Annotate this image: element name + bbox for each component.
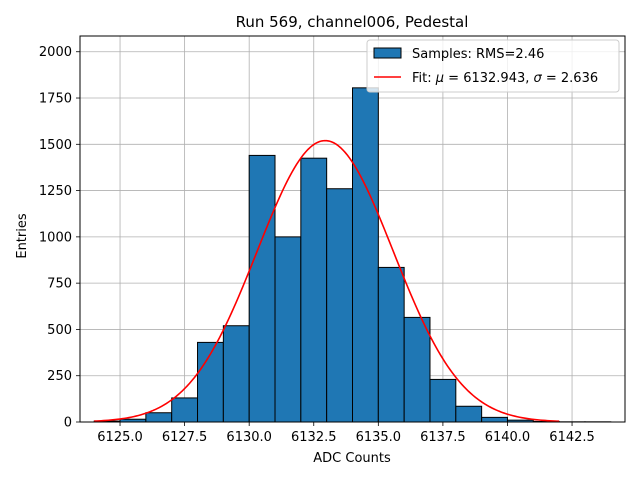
- y-tick-label-2: 500: [47, 323, 72, 338]
- legend-label-fit: Fit: μ = 6132.943, σ = 2.636: [412, 71, 598, 86]
- x-tick-label-6: 6140.0: [485, 430, 531, 445]
- histogram-bar-14: [455, 405, 483, 423]
- x-tick-label-0: 6125.0: [97, 430, 143, 445]
- x-tick-label-7: 6142.5: [549, 430, 595, 445]
- legend-box: [366, 39, 620, 93]
- x-tick-label-4: 6135.0: [356, 430, 402, 445]
- histogram-bar-6: [248, 154, 276, 423]
- fit-curve-layer: [94, 139, 560, 423]
- histogram-bar-9: [326, 188, 354, 423]
- legend-fit-prefix: Fit:: [412, 71, 436, 86]
- legend-label-samples: Samples: RMS=2.46: [412, 47, 544, 62]
- x-tick-label-1: 6127.5: [162, 430, 208, 445]
- histogram-bar-10: [352, 87, 379, 423]
- chart-title: Run 569, channel006, Pedestal: [236, 13, 469, 31]
- histogram-bar-12: [403, 316, 431, 423]
- y-tick-label-5: 1250: [39, 184, 72, 199]
- histogram-bar-3: [171, 397, 199, 423]
- histogram-bar-11: [377, 266, 405, 423]
- x-axis: 6125.0 6127.5 6130.0 6132.5 6135.0 6137.5 6140…: [97, 422, 595, 445]
- legend-fit-sigma: σ: [534, 71, 543, 86]
- histogram-bar-5: [222, 325, 250, 423]
- legend-swatch-samples: [373, 47, 402, 59]
- x-tick-label-5: 6137.5: [420, 430, 466, 445]
- y-tick-label-4: 1000: [39, 230, 72, 245]
- legend-fit-mu: μ: [435, 71, 444, 86]
- x-tick-label-3: 6132.5: [291, 430, 337, 445]
- y-tick-label-1: 250: [47, 369, 72, 384]
- y-tick-label-8: 2000: [39, 45, 72, 60]
- histogram-bar-2: [145, 412, 173, 423]
- legend: Samples: RMS=2.46 Fit: μ = 6132.943, σ =…: [366, 39, 620, 93]
- x-tick-label-2: 6130.0: [226, 430, 272, 445]
- plot-frame: [79, 35, 626, 423]
- y-axis: 0 250 500 750 1000 1250 1500 1750 2000: [39, 45, 80, 431]
- y-tick-label-0: 0: [64, 416, 72, 431]
- y-tick-label-6: 1500: [39, 138, 72, 153]
- histogram-bars: [93, 87, 612, 423]
- histogram-bar-7: [274, 236, 302, 423]
- legend-fit-mid: = 6132.943,: [444, 71, 533, 86]
- histogram-bar-13: [429, 378, 457, 423]
- y-axis-label: Entries: [15, 213, 30, 259]
- y-tick-label-7: 1750: [39, 92, 72, 107]
- y-tick-label-3: 750: [47, 277, 72, 292]
- histogram-bar-15: [481, 416, 508, 423]
- legend-fit-suffix: = 2.636: [542, 71, 598, 86]
- histogram-bar-8: [300, 157, 328, 423]
- x-axis-label: ADC Counts: [313, 451, 391, 466]
- fit-curve: [94, 139, 560, 423]
